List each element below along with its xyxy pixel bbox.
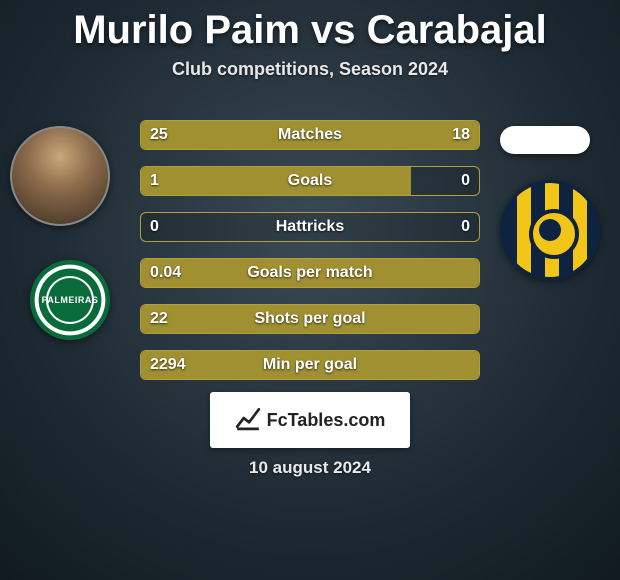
logo-text: FcTables.com [267, 410, 386, 431]
stat-row: 2518Matches [140, 120, 480, 150]
chart-icon [235, 405, 261, 436]
stat-label: Min per goal [140, 350, 480, 380]
crest-left-text: PALMEIRAS [42, 295, 99, 305]
stat-label: Hattricks [140, 212, 480, 242]
player-right-crest [500, 180, 600, 280]
stat-label: Matches [140, 120, 480, 150]
stat-label: Goals per match [140, 258, 480, 288]
stat-row: 00Hattricks [140, 212, 480, 242]
stat-row: 10Goals [140, 166, 480, 196]
stat-row: 0.04Goals per match [140, 258, 480, 288]
crest-right-inner [539, 219, 561, 241]
page-title: Murilo Paim vs Carabajal [0, 0, 620, 53]
stat-label: Shots per goal [140, 304, 480, 334]
player-right-avatar [500, 126, 590, 154]
stat-label: Goals [140, 166, 480, 196]
player-left-avatar [10, 126, 110, 226]
player-left-crest: PALMEIRAS [30, 260, 110, 340]
date-line: 10 august 2024 [0, 458, 620, 478]
stat-row: 22Shots per goal [140, 304, 480, 334]
fctables-logo: FcTables.com [210, 392, 410, 448]
subtitle: Club competitions, Season 2024 [0, 59, 620, 80]
stat-row: 2294Min per goal [140, 350, 480, 380]
stats-area: 2518Matches 10Goals 00Hattricks 0.04Goals p… [140, 120, 480, 396]
